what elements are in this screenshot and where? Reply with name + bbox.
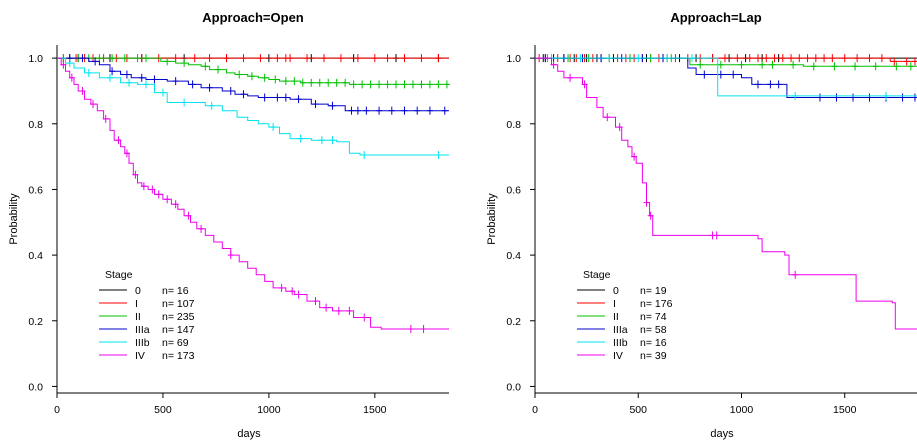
- x-tick-label: 1000: [257, 404, 281, 416]
- series-I: [535, 54, 917, 66]
- series-II: [57, 54, 450, 89]
- x-axis-label: days: [237, 428, 261, 440]
- legend-entry-label: II: [135, 311, 141, 323]
- legend-entry-count: n= 173: [162, 350, 195, 362]
- series-II: [535, 54, 917, 71]
- legend-entry-label: IV: [135, 350, 145, 362]
- survival-curve-II: [535, 57, 917, 67]
- chart-panel-1: Approach=Open 0.0 0.2 0.4 0.6 0.8 1.0 0 500 1000 1…: [8, 10, 450, 440]
- survival-curve-IIIa: [535, 57, 917, 98]
- legend-entry-label: IIIb: [613, 337, 628, 349]
- legend-entry-label: I: [613, 298, 616, 310]
- series-IV: [57, 57, 449, 333]
- x-tick-label: 0: [532, 404, 538, 416]
- y-tick-label: 0.0: [28, 381, 43, 393]
- legend-entry-count: n= 235: [162, 311, 195, 323]
- y-tick-label: 1.0: [506, 53, 521, 65]
- series-IIIb: [535, 54, 917, 100]
- y-tick-label: 0.2: [28, 316, 43, 328]
- series-IIIb: [57, 57, 449, 159]
- chart-title: Approach=Lap: [670, 10, 761, 25]
- survival-curve-IIIb: [57, 57, 449, 156]
- y-tick-label: 0.4: [506, 250, 521, 262]
- x-axis-label: days: [710, 428, 734, 440]
- x-tick-label: 500: [629, 404, 647, 416]
- x-tick-label: 0: [54, 404, 60, 416]
- y-tick-label: 0.6: [28, 184, 43, 196]
- legend-title: Stage: [583, 269, 611, 281]
- legend-entry-count: n= 16: [162, 285, 189, 297]
- x-tick-label: 1500: [363, 404, 387, 416]
- survival-curve-IIIa: [57, 57, 449, 112]
- legend-entry-count: n= 107: [162, 298, 195, 310]
- x-tick-label: 1000: [730, 404, 754, 416]
- legend-entry-label: 0: [135, 285, 141, 297]
- legend-entry-count: n= 19: [640, 285, 667, 297]
- survival-curve-IV: [535, 57, 917, 330]
- legend-entry-label: 0: [613, 285, 619, 297]
- legend-entry-label: IIIa: [613, 324, 628, 336]
- series-IIIa: [57, 54, 449, 115]
- legend-entry-count: n= 58: [640, 324, 667, 336]
- y-tick-label: 0.8: [506, 119, 521, 131]
- legend-entry-count: n= 176: [640, 298, 673, 310]
- legend-entry-count: n= 16: [640, 337, 667, 349]
- x-tick-label: 1500: [833, 404, 857, 416]
- y-tick-label: 0.2: [506, 316, 521, 328]
- y-tick-label: 0.6: [506, 184, 521, 196]
- series-IV: [535, 57, 917, 330]
- survival-curve-II: [57, 57, 449, 85]
- legend-entry-label: I: [135, 298, 138, 310]
- y-tick-label: 0.4: [28, 250, 43, 262]
- y-tick-label: 0.8: [28, 119, 43, 131]
- y-axis-label: Probability: [486, 193, 498, 245]
- legend-title: Stage: [105, 269, 133, 281]
- legend-entry-count: n= 74: [640, 311, 667, 323]
- legend-entry-count: n= 39: [640, 350, 667, 362]
- legend-entry-count: n= 69: [162, 337, 189, 349]
- survival-curve-IV: [57, 57, 449, 330]
- survival-curve-IIIb: [535, 57, 917, 97]
- series-IIIa: [535, 54, 917, 102]
- legend-entry-label: IIIa: [135, 324, 150, 336]
- x-tick-label: 500: [154, 404, 172, 416]
- chart-panel-2: Approach=Lap 0.0 0.2 0.4 0.6 0.8 1.0 0 500 1000 15…: [486, 10, 917, 440]
- legend-entry-label: II: [613, 311, 619, 323]
- y-tick-label: 1.0: [28, 53, 43, 65]
- y-axis-label: Probability: [8, 193, 20, 245]
- legend-entry-label: IV: [613, 350, 623, 362]
- legend-entry-count: n= 147: [162, 324, 195, 336]
- legend-entry-label: IIIb: [135, 337, 150, 349]
- y-tick-label: 0.0: [506, 381, 521, 393]
- chart-title: Approach=Open: [202, 10, 304, 25]
